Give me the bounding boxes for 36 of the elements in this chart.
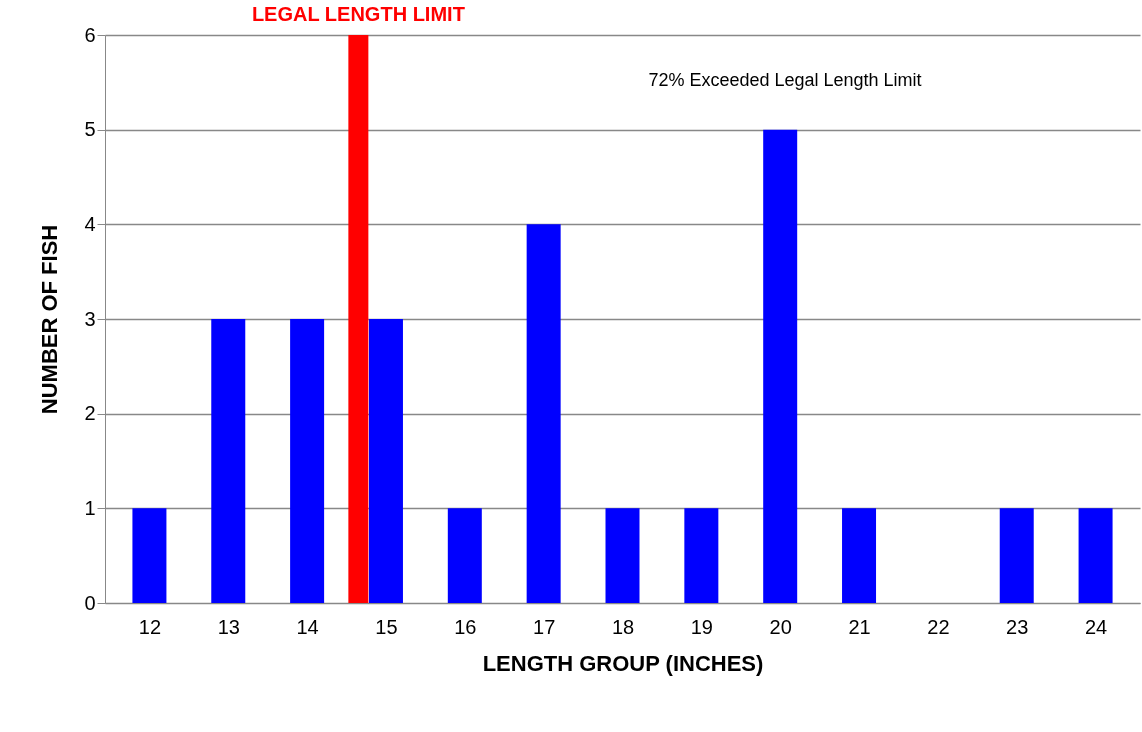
bar — [684, 508, 719, 603]
y-tick-label: 2 — [84, 402, 96, 425]
bar — [605, 508, 640, 603]
y-tick-label: 6 — [84, 23, 96, 46]
y-tick-label: 0 — [84, 591, 96, 614]
bar — [132, 508, 167, 603]
y-axis-title: NUMBER OF FISH — [37, 224, 63, 415]
bar — [211, 319, 246, 603]
x-tick-label: 20 — [769, 615, 792, 638]
bar — [1078, 508, 1113, 603]
x-tick-label: 14 — [296, 615, 319, 638]
x-tick-label: 24 — [1084, 615, 1108, 638]
ref-line-label: LEGAL LENGTH LIMIT — [251, 3, 465, 25]
y-tick-label: 5 — [84, 118, 96, 141]
bar — [368, 319, 403, 603]
y-tick-label: 3 — [84, 307, 96, 330]
x-tick-label: 17 — [533, 615, 556, 638]
x-tick-label: 12 — [138, 615, 162, 638]
bar — [290, 319, 325, 603]
x-tick-label: 23 — [1006, 615, 1029, 638]
y-tick-label: 1 — [84, 496, 96, 519]
y-tick-label: 4 — [84, 212, 96, 235]
x-tick-label: 13 — [217, 615, 240, 638]
bar — [842, 508, 877, 603]
x-tick-label: 18 — [611, 615, 635, 638]
x-axis-title: LENGTH GROUP (INCHES) — [482, 650, 764, 676]
x-tick-label: 19 — [690, 615, 713, 638]
bar — [526, 224, 561, 603]
bar — [999, 508, 1034, 603]
x-tick-label: 16 — [454, 615, 477, 638]
bar — [447, 508, 482, 603]
annotation: 72% Exceeded Legal Length Limit — [648, 70, 922, 90]
x-tick-label: 22 — [927, 615, 950, 638]
x-tick-label: 21 — [848, 615, 871, 638]
x-tick-label: 15 — [375, 615, 398, 638]
bar — [763, 129, 798, 603]
